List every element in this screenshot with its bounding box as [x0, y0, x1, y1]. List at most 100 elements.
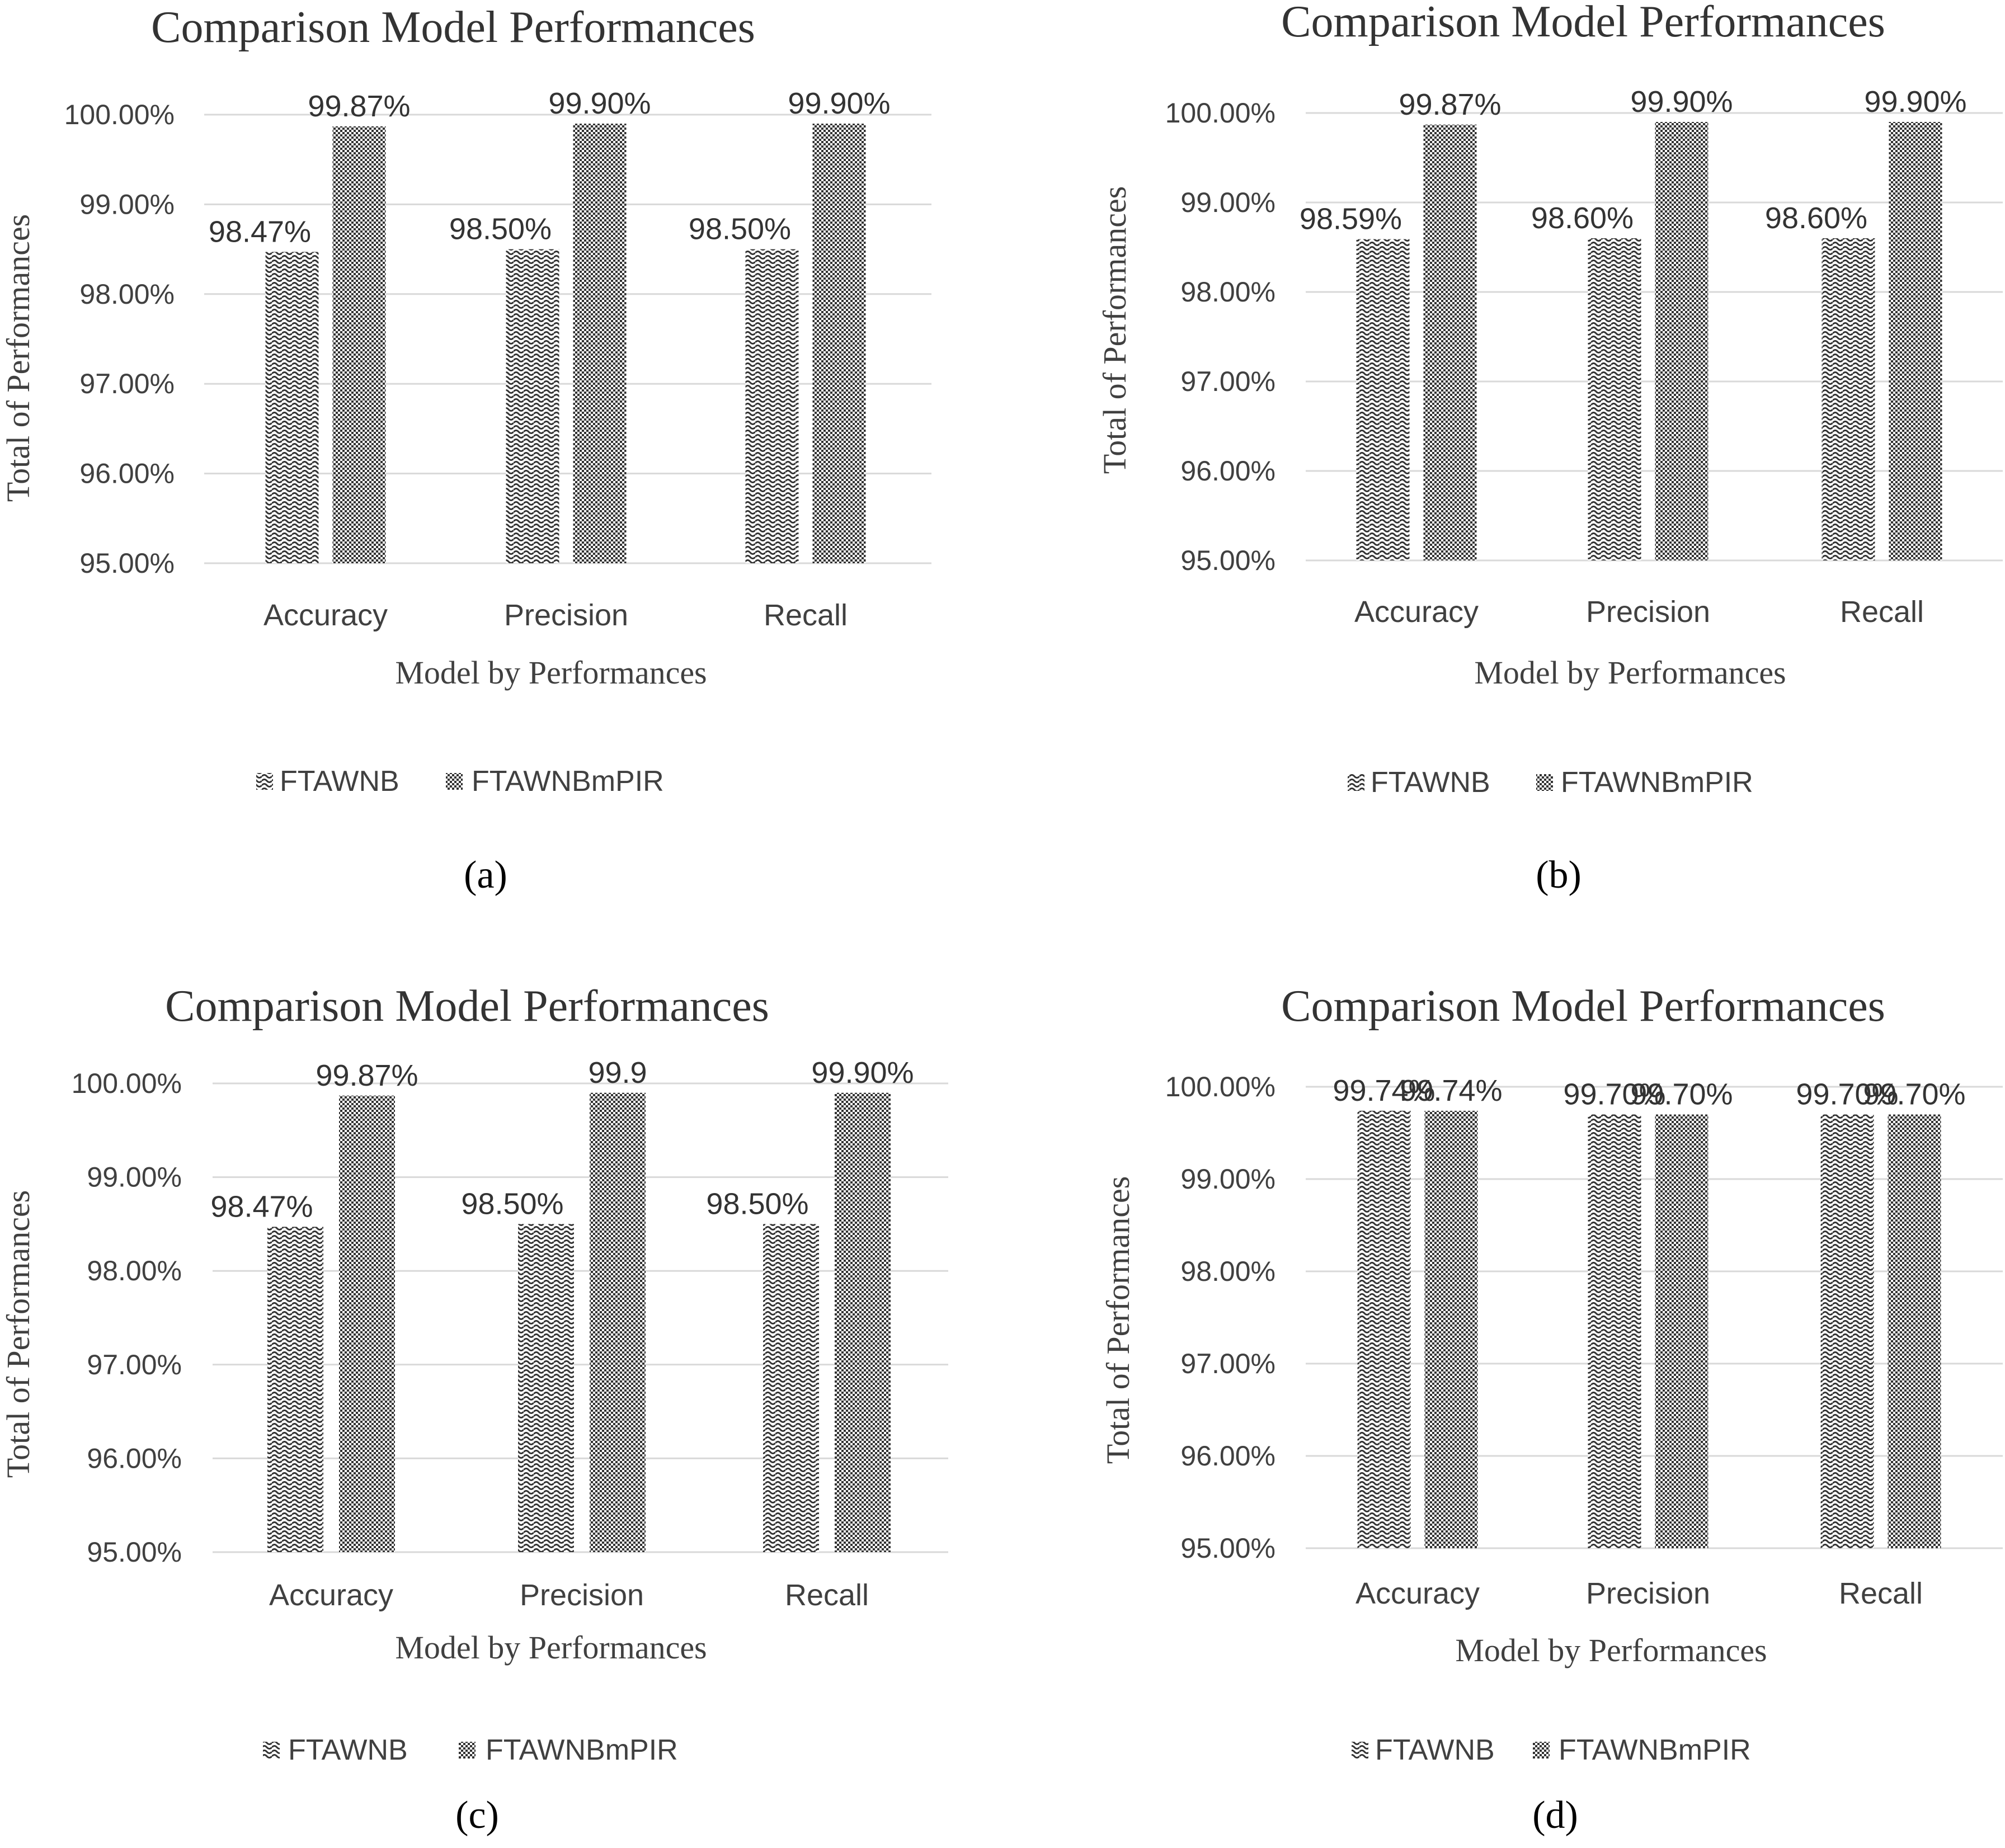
category-label: Recall — [1839, 1577, 1923, 1610]
y-tick-label: 99.00% — [87, 1162, 182, 1193]
bar-ftawnb-precision — [1588, 238, 1641, 560]
category-label: Accuracy — [1356, 1577, 1480, 1610]
panel-caption: (b) — [1536, 854, 1582, 897]
x-axis-title: Model by Performances — [1455, 1632, 1767, 1668]
legend-swatch-ftawnb — [263, 1742, 280, 1759]
y-tick-label: 96.00% — [1180, 455, 1276, 487]
y-tick-label: 100.00% — [72, 1068, 182, 1099]
gridlines — [213, 1082, 948, 1553]
legend-swatch-ftawnbmpir — [1536, 774, 1553, 791]
panel-caption: (d) — [1532, 1794, 1578, 1837]
category-labels: Accuracy Precision Recall — [1356, 1577, 1923, 1610]
category-label: Precision — [504, 598, 628, 632]
x-axis-title: Model by Performances — [395, 654, 707, 691]
y-tick-label: 97.00% — [79, 368, 175, 399]
y-axis-title: Total of Performances — [1096, 186, 1133, 474]
category-labels: Accuracy Precision Recall — [269, 1578, 869, 1612]
y-tick-label: 96.00% — [87, 1442, 182, 1474]
data-label: 99.74% — [1400, 1074, 1502, 1107]
x-axis-title: Model by Performances — [395, 1629, 707, 1666]
data-labels: 99.74%99.74% 99.70%99.70% 99.70%99.70% — [1333, 1074, 1965, 1111]
y-tick-label: 100.00% — [64, 99, 175, 130]
data-label: 99.90% — [1630, 85, 1733, 119]
y-tick-label: 98.00% — [1180, 276, 1276, 308]
bar-ftawnb-accuracy — [1356, 239, 1410, 561]
panel-caption: (a) — [464, 854, 507, 897]
bars — [1357, 1110, 1941, 1548]
bar-ftawnbmpir-recall — [1888, 1114, 1941, 1548]
data-label: 98.50% — [461, 1187, 563, 1220]
y-tick-label: 95.00% — [87, 1536, 182, 1568]
category-labels: Accuracy Precision Recall — [1354, 595, 1924, 629]
bar-ftawnb-accuracy — [267, 1227, 323, 1552]
legend: FTAWNB FTAWNBmPIR — [1348, 766, 1753, 799]
y-tick-label: 99.00% — [79, 188, 175, 220]
x-axis-title: Model by Performances — [1474, 654, 1786, 691]
y-tick-label: 99.00% — [1180, 187, 1276, 218]
bar-ftawnb-precision — [1588, 1114, 1641, 1548]
y-tick-label: 95.00% — [1180, 545, 1276, 576]
category-label: Accuracy — [263, 598, 388, 632]
bar-ftawnbmpir-recall — [1889, 122, 1942, 560]
y-tick-label: 96.00% — [1180, 1440, 1276, 1472]
category-label: Accuracy — [1354, 595, 1479, 629]
data-labels: 98.59% 99.87% 98.60% 99.90% 98.60% 99.90% — [1300, 85, 1967, 236]
y-tick-labels: 95.00% 96.00% 97.00% 98.00% 99.00% 100.00% — [72, 1068, 182, 1568]
panel-b: Comparison Model Performances 95.00% 96.0… — [1096, 0, 2003, 897]
data-label: 99.70% — [1863, 1078, 1965, 1111]
y-tick-label: 95.00% — [79, 548, 175, 579]
category-labels: Accuracy Precision Recall — [263, 598, 848, 632]
legend-label-ftawnb: FTAWNB — [1375, 1734, 1495, 1766]
panel-c: Comparison Model Performances 95.00% 96.0… — [0, 982, 948, 1837]
y-tick-labels: 95.00% 96.00% 97.00% 98.00% 99.00% 100.00% — [64, 99, 175, 579]
bar-ftawnb-recall — [745, 249, 799, 564]
bar-ftawnb-accuracy — [1357, 1110, 1411, 1548]
y-tick-label: 97.00% — [87, 1349, 182, 1380]
chart-title: Comparison Model Performances — [1281, 0, 1885, 46]
bar-ftawnbmpir-precision — [1655, 1114, 1709, 1548]
legend-label-ftawnb: FTAWNB — [280, 765, 399, 798]
legend-swatch-ftawnb — [1348, 774, 1364, 791]
bar-ftawnbmpir-accuracy — [1423, 124, 1477, 561]
category-label: Precision — [1586, 1577, 1710, 1610]
data-label: 99.87% — [1399, 88, 1501, 121]
y-tick-label: 98.00% — [79, 279, 175, 310]
y-axis-title: Total of Performances — [0, 1190, 36, 1478]
data-label: 98.50% — [689, 213, 791, 246]
legend-swatch-ftawnbmpir — [446, 773, 463, 790]
data-label: 99.87% — [308, 89, 410, 123]
data-label: 99.70% — [1630, 1078, 1733, 1111]
data-label: 99.87% — [316, 1059, 418, 1092]
data-label: 99.90% — [548, 87, 651, 120]
legend-swatch-ftawnbmpir — [459, 1742, 476, 1759]
legend-swatch-ftawnbmpir — [1533, 1742, 1550, 1759]
data-label: 98.60% — [1765, 201, 1867, 235]
data-label: 98.47% — [210, 1190, 313, 1223]
bar-ftawnbmpir-recall — [835, 1092, 891, 1552]
legend-label-ftawnbmpir: FTAWNBmPIR — [1561, 766, 1753, 799]
category-label: Precision — [1586, 595, 1710, 629]
data-label: 99.70% — [1563, 1078, 1665, 1111]
legend-label-ftawnbmpir: FTAWNBmPIR — [486, 1734, 678, 1766]
y-tick-label: 97.00% — [1180, 1348, 1276, 1379]
bar-ftawnb-recall — [763, 1224, 819, 1552]
y-tick-label: 96.00% — [79, 458, 175, 489]
bar-ftawnbmpir-accuracy — [339, 1095, 395, 1552]
data-label: 99.9 — [588, 1056, 647, 1090]
bar-ftawnb-precision — [518, 1224, 574, 1552]
panel-a: Comparison Model Performances 95.00% 96.0… — [0, 3, 931, 897]
data-label: 99.90% — [811, 1056, 914, 1090]
gridlines — [1306, 1086, 2003, 1549]
data-label: 99.90% — [788, 87, 890, 120]
legend-label-ftawnbmpir: FTAWNBmPIR — [1559, 1734, 1751, 1766]
bar-ftawnb-precision — [506, 249, 559, 564]
chart-title: Comparison Model Performances — [1281, 982, 1885, 1031]
bar-ftawnbmpir-precision — [1655, 122, 1709, 560]
category-label: Recall — [764, 598, 848, 632]
data-labels: 98.47% 99.87% 98.50% 99.90% 98.50% 99.90% — [209, 87, 891, 248]
data-label: 98.50% — [449, 213, 552, 246]
bar-ftawnbmpir-precision — [573, 124, 627, 564]
chart-title: Comparison Model Performances — [151, 3, 755, 52]
panel-caption: (c) — [455, 1794, 499, 1837]
legend: FTAWNB FTAWNBmPIR — [1352, 1734, 1751, 1766]
